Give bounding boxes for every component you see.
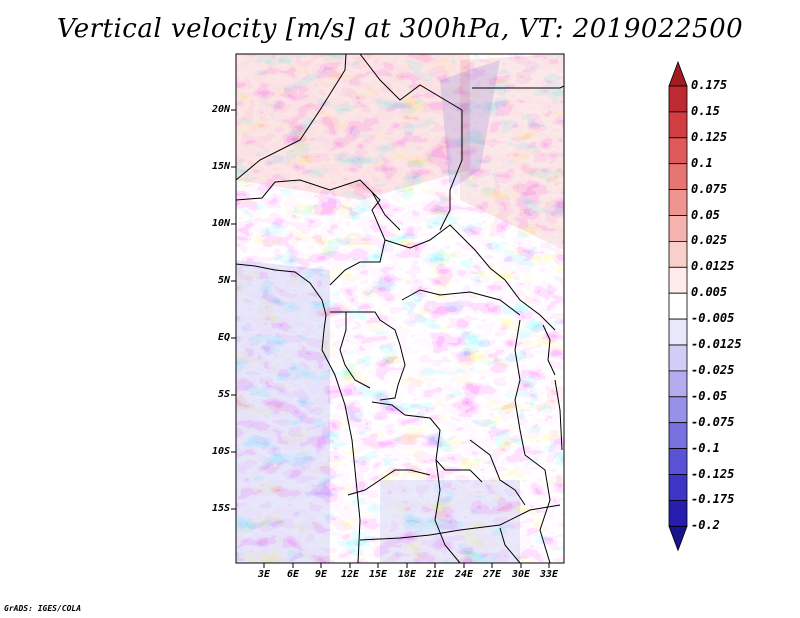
colorbar-swatch [668,474,688,501]
lat-label-20n: 20N [211,104,230,115]
colorbar-label: 0.0125 [691,259,735,274]
lat-label-5n: 5N [217,275,230,286]
colorbar-swatch [668,499,688,527]
lon-label-18e: 18E [397,569,417,580]
colorbar-label: 0.005 [691,285,728,300]
lon-ticks [263,563,550,568]
lon-label-3e: 3E [257,569,271,580]
velocity-field [236,54,564,563]
colorbar [668,60,688,552]
colorbar-swatch [668,344,688,372]
colorbar-label: -0.125 [691,466,735,481]
colorbar-swatch [668,240,688,268]
lon-label-27e: 27E [482,569,502,580]
colorbar-label: 0.15 [691,103,720,118]
colorbar-label: 0.1 [691,155,713,170]
colorbar-label: 0.025 [691,233,728,248]
lat-label-5s: 5S [217,389,230,400]
colorbar-label: 0.125 [691,129,728,144]
colorbar-swatch [668,266,688,294]
lat-label-15n: 15N [211,161,230,172]
country-borders [236,54,564,563]
colorbar-swatch [668,189,688,216]
colorbar-swatch [668,370,688,398]
lon-label-30e: 30E [511,569,531,580]
lon-label-9e: 9E [314,569,328,580]
lat-label-15s: 15S [211,503,230,514]
chart-title: Vertical velocity [m/s] at 300hPa, VT: 2… [56,14,744,44]
colorbar-swatch [668,318,688,346]
colorbar-cap-bottom [668,525,688,552]
lat-ticks [231,109,236,510]
colorbar-label: -0.2 [691,518,720,533]
colorbar-label: 0.05 [691,207,720,222]
grads-credit: GrADS: IGES/COLA [4,604,82,613]
colorbar-label: -0.05 [691,388,728,403]
colorbar-label: -0.025 [691,362,735,377]
lat-label-10n: 10N [211,218,230,229]
colorbar-label: 0.175 [691,78,728,92]
colorbar-label: -0.005 [691,311,735,326]
colorbar-swatch [668,163,688,190]
map-frame [235,53,565,564]
colorbar-label: -0.1 [691,440,720,455]
lon-label-6e: 6E [286,569,300,580]
colorbar-swatch [668,422,688,450]
colorbar-label: -0.075 [691,414,735,429]
colorbar-swatch [668,111,688,139]
colorbar-swatch [668,215,688,242]
colorbar-swatch [668,396,688,424]
colorbar-swatch [668,292,688,320]
colorbar-label: 0.075 [691,181,728,196]
lat-label-10s: 10S [211,446,230,457]
lon-label-12e: 12E [340,569,360,580]
lon-label-15e: 15E [368,569,388,580]
colorbar-swatch [668,448,688,475]
colorbar-label: -0.175 [691,492,735,507]
lon-label-33e: 33E [539,569,559,580]
lon-label-24e: 24E [454,569,474,580]
lat-label-eq: EQ [217,332,230,343]
colorbar-swatch [668,137,688,165]
colorbar-swatch [668,85,688,113]
lon-label-21e: 21E [425,569,445,580]
colorbar-cap-top [668,60,688,87]
colorbar-label: -0.0125 [691,337,742,351]
